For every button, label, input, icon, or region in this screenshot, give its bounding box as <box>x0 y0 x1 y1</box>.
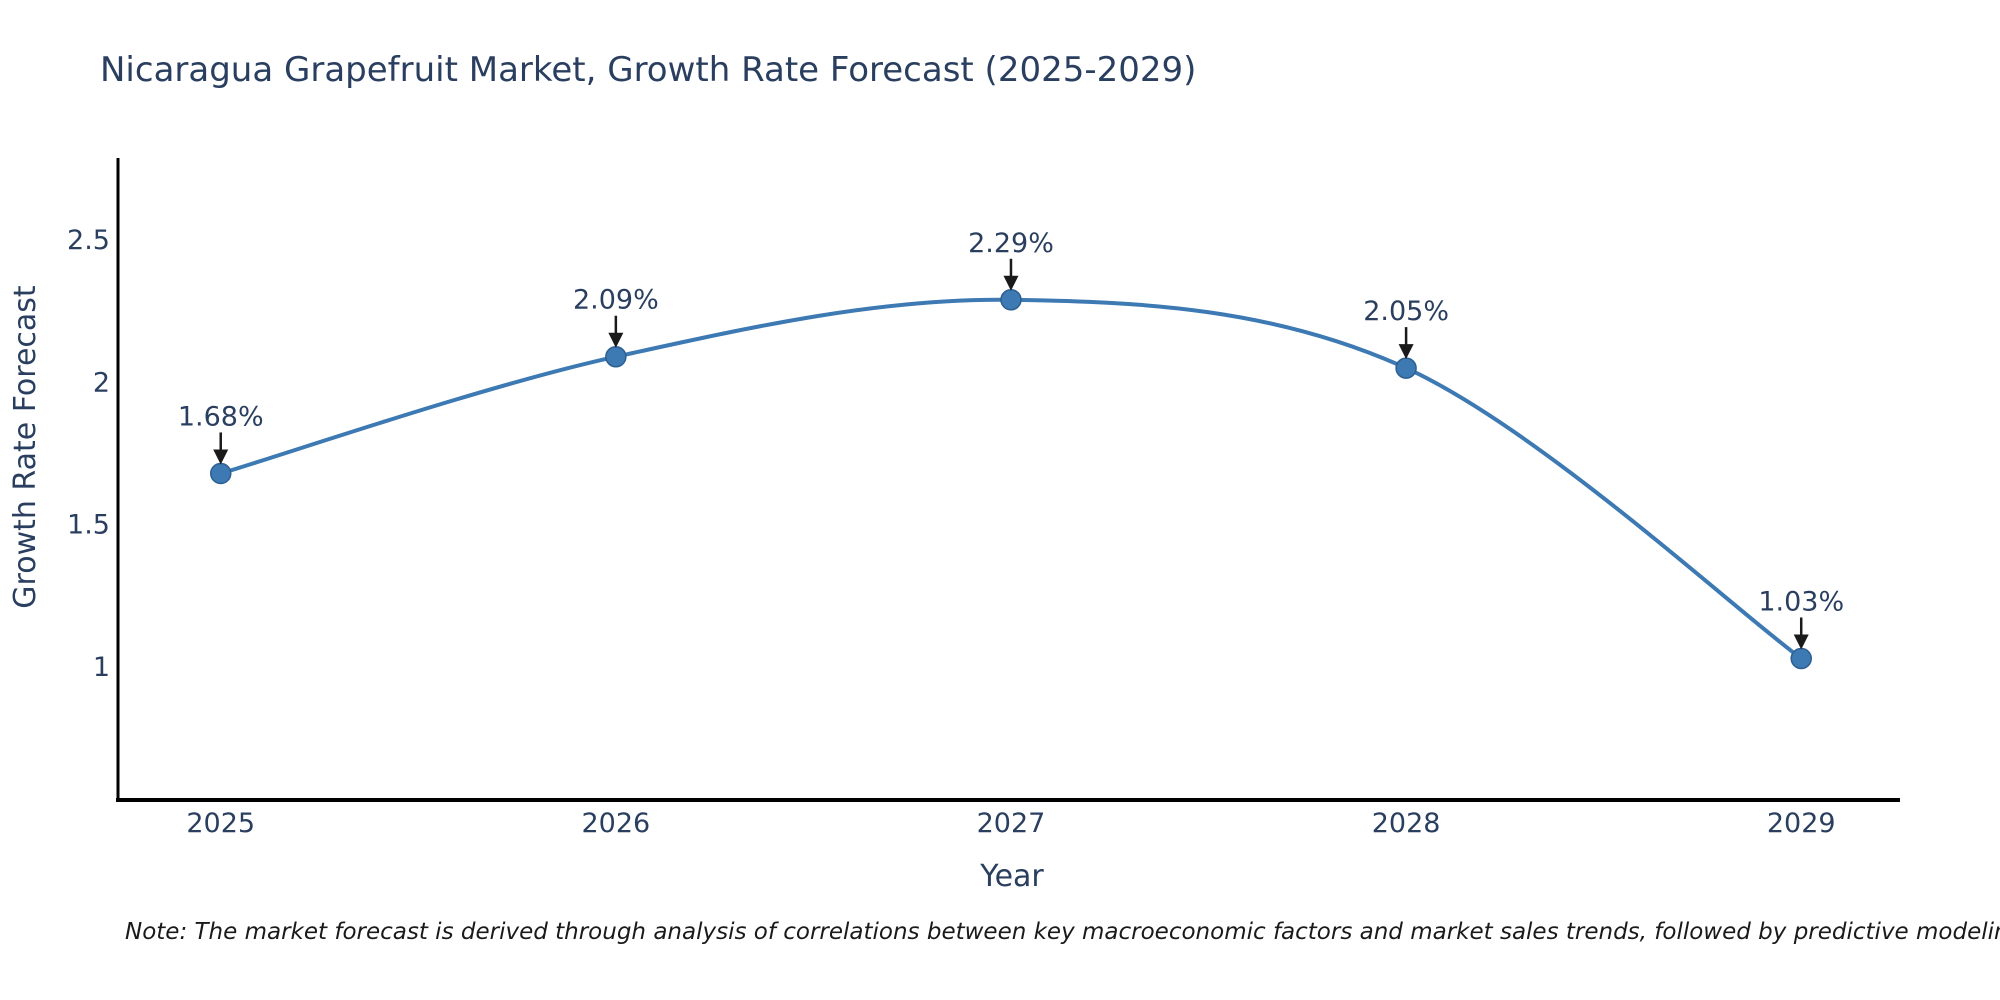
annotation-label-2027: 2.29% <box>968 228 1054 259</box>
chart-title: Nicaragua Grapefruit Market, Growth Rate… <box>100 50 1197 90</box>
annotation-arrowhead-2027 <box>1003 275 1019 291</box>
annotation-label-2025: 1.68% <box>178 401 264 432</box>
x-tick-label-4: 2029 <box>1767 808 1836 839</box>
x-tick-label-3: 2028 <box>1372 808 1441 839</box>
annotation-arrowhead-2028 <box>1398 344 1414 360</box>
data-point-2025 <box>209 462 232 485</box>
annotation-arrowhead-2029 <box>1793 634 1809 650</box>
x-tick-label-0: 2025 <box>186 808 255 839</box>
x-tick-label-2: 2027 <box>977 808 1046 839</box>
annotation-arrowhead-2026 <box>608 332 624 348</box>
annotation-label-2028: 2.05% <box>1363 296 1449 327</box>
y-tick-label-1: 1.5 <box>67 510 110 541</box>
y-tick-label-3: 2.5 <box>67 225 110 256</box>
data-point-2028 <box>1395 357 1417 379</box>
annotation-label-2029: 1.03% <box>1758 587 1844 618</box>
y-axis-title: Growth Rate Forecast <box>8 285 43 609</box>
annotation-label-2026: 2.09% <box>573 285 659 316</box>
data-point-2026 <box>605 345 627 368</box>
forecast-line <box>220 297 1803 661</box>
x-axis-title: Year <box>980 859 1044 894</box>
data-point-2027 <box>1000 289 1022 311</box>
data-point-2029 <box>1790 647 1812 670</box>
x-tick-label-1: 2026 <box>581 808 650 839</box>
annotation-arrowhead-2025 <box>213 449 229 465</box>
y-tick-label-0: 1 <box>93 652 110 683</box>
footnote: Note: The market forecast is derived thr… <box>125 919 2000 945</box>
y-tick-label-2: 2 <box>93 367 110 398</box>
